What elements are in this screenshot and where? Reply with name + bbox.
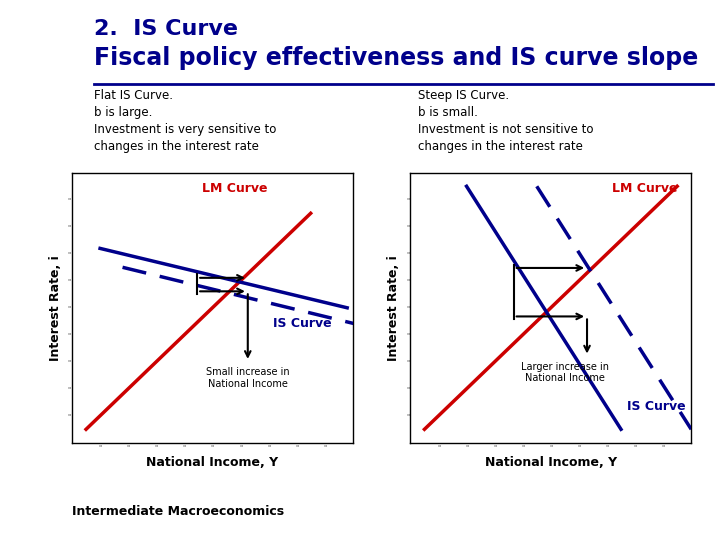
Y-axis label: Interest Rate, i: Interest Rate, i [387, 255, 400, 361]
Text: IS Curve: IS Curve [273, 316, 332, 330]
Text: Fiscal policy effectiveness and IS curve slope: Fiscal policy effectiveness and IS curve… [94, 46, 698, 70]
Text: Larger increase in
National Income: Larger increase in National Income [521, 362, 608, 383]
Text: 2.  IS Curve: 2. IS Curve [94, 19, 238, 39]
Text: LM Curve: LM Curve [612, 181, 677, 195]
Text: LM Curve: LM Curve [202, 181, 268, 195]
Y-axis label: Interest Rate, i: Interest Rate, i [49, 255, 62, 361]
Text: Small increase in
National Income: Small increase in National Income [206, 367, 289, 389]
Text: IS Curve: IS Curve [627, 400, 685, 414]
Text: Intermediate Macroeconomics: Intermediate Macroeconomics [72, 505, 284, 518]
X-axis label: National Income, Y: National Income, Y [485, 456, 617, 469]
Text: Flat IS Curve.
b is large.
Investment is very sensitive to
changes in the intere: Flat IS Curve. b is large. Investment is… [94, 89, 276, 153]
X-axis label: National Income, Y: National Income, Y [146, 456, 279, 469]
Text: Steep IS Curve.
b is small.
Investment is not sensitive to
changes in the intere: Steep IS Curve. b is small. Investment i… [418, 89, 593, 153]
